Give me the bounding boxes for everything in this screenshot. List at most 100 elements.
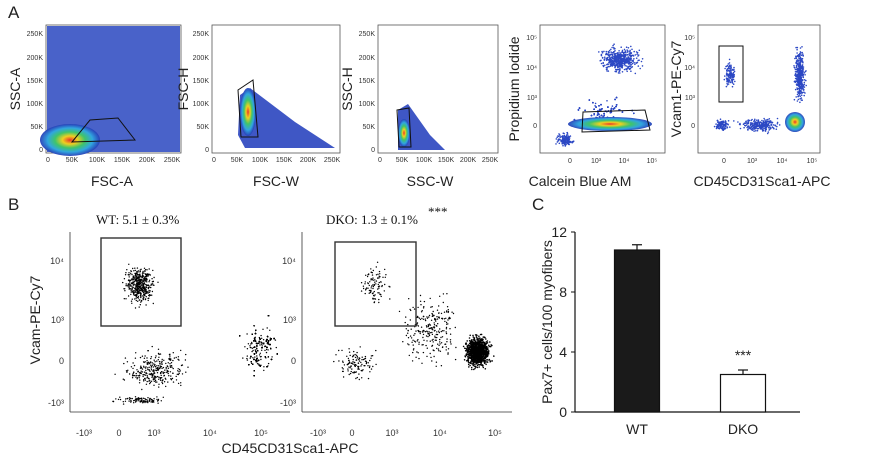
scatter-dot [796,91,799,93]
scatter-dot [795,62,797,64]
scatter-dot [621,58,623,60]
scatter-dot [147,367,149,369]
scatter-dot [372,284,374,286]
scatter-dot [489,345,492,348]
scatter-dot [628,65,630,67]
scatter-dot [142,283,144,285]
scatter-dot [136,377,139,379]
scatter-dot [438,350,440,352]
ytick: 200K [359,55,376,62]
scatter-dot [169,357,171,359]
scatter-dot [797,72,800,74]
scatter-dot [481,341,484,344]
scatter-dot [749,124,752,126]
scatter-dot [148,279,151,281]
scatter-dot [600,53,603,56]
panel-b-dko-plot: DKO: 1.3 ± 0.1% *** [301,204,512,413]
xtick: 10⁴ [619,158,630,165]
scatter-dot [422,318,425,320]
scatter-dot [615,55,618,58]
scatter-dot [123,278,126,280]
scatter-dot [767,126,770,129]
scatter-dot [134,298,136,300]
scatter-dot [143,380,145,382]
scatter-dot [161,381,163,383]
scatter-dot [611,56,613,59]
scatter-dot [470,358,473,361]
scatter-dot [132,290,134,292]
scatter-dot [755,130,757,132]
x-axis-label: FSC-W [253,173,300,189]
scatter-dot [764,129,767,131]
scatter-dot [562,144,564,147]
scatter-dot [372,285,375,288]
scatter-dot [609,111,612,114]
scatter-dot [151,376,153,378]
scatter-dot [475,365,477,368]
scatter-dot [571,140,574,143]
scatter-dot [756,127,759,130]
scatter-dot [478,335,480,338]
scatter-dot [476,361,478,364]
scatter-dot [140,282,143,284]
scatter-dot [141,371,144,373]
scatter-dot [733,68,735,71]
scatter-dot [136,369,138,371]
scatter-dot [441,336,444,338]
scatter-dot [267,343,269,346]
scatter-dot [265,340,268,342]
ytick: 150K [193,78,210,85]
scatter-dot [799,75,802,78]
scatter-dot [115,398,117,400]
scatter-dot [450,343,452,345]
scatter-dot [378,281,380,284]
scatter-dot [627,67,630,69]
scatter-dot [157,365,160,367]
scatter-dot [138,290,141,292]
scatter-dot [428,331,430,333]
scatter-dot [167,367,170,369]
scatter-dot [797,62,800,64]
scatter-dot [132,275,134,277]
scatter-dot [454,326,456,329]
scatter-dot [796,64,798,66]
ytick: 10⁵ [684,35,695,42]
xtick: 150K [276,157,293,164]
xtick: 10⁵ [647,158,658,165]
scatter-dot [276,353,278,355]
scatter-dot [150,372,152,375]
scatter-dot [566,138,569,141]
scatter-dot [252,357,254,359]
scatter-dot [148,366,150,368]
scatter-dot [162,372,164,375]
scatter-dot [129,279,132,281]
scatter-dot [715,123,717,125]
scatter-dot [800,69,802,72]
scatter-dot [619,72,621,74]
xtick: 10³ [591,158,602,165]
scatter-dot [167,372,169,375]
scatter-dot [160,371,163,373]
scatter-dot [728,62,731,64]
scatter-dot [758,125,760,127]
scatter-dot [799,63,802,65]
scatter-dot [427,325,429,328]
scatter-dot [802,84,805,86]
scatter-dot [413,334,415,336]
scatter-dot [429,340,431,342]
scatter-dot [384,268,386,271]
scatter-dot [800,78,802,81]
scatter-dot [595,106,597,108]
scatter-dot [366,275,369,278]
scatter-dot [375,274,378,276]
scatter-dot [481,346,484,348]
scatter-dot [253,340,255,342]
scatter-dot [557,135,559,137]
scatter-dot [143,379,145,381]
scatter-dot [250,362,253,365]
scatter-dot [157,398,160,401]
scatter-dot [132,283,134,285]
scatter-dot [466,346,469,348]
scatter-dot [443,330,445,332]
scatter-dot [244,346,246,348]
